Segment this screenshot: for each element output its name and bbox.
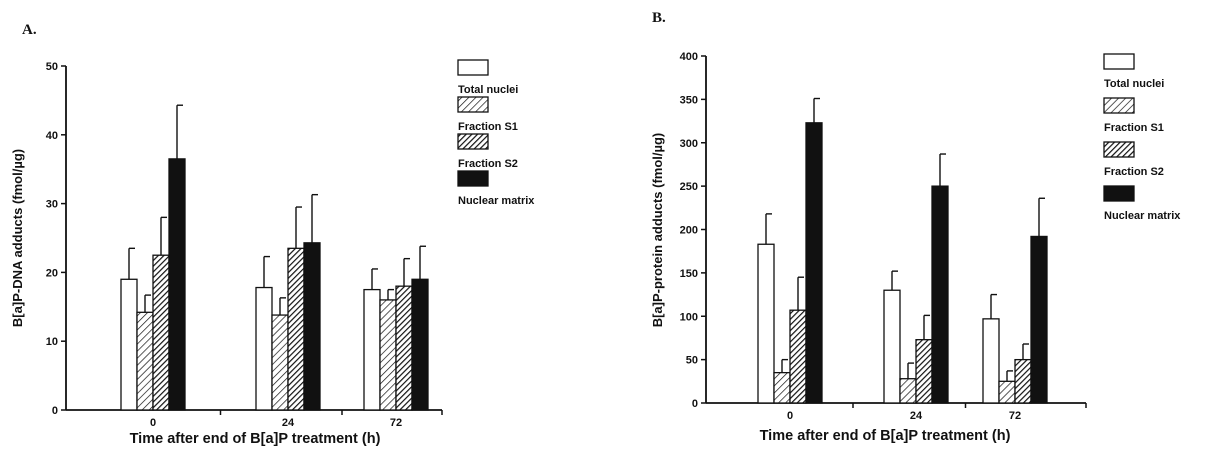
- bar: [931, 185, 949, 404]
- legend-label: Nuclear matrix: [1104, 210, 1181, 222]
- y-tick-label: 10: [46, 336, 58, 348]
- bar: [998, 380, 1016, 404]
- bar: [773, 371, 791, 404]
- legend-label: Fraction S1: [458, 121, 518, 133]
- bar: [271, 314, 289, 411]
- bar: [303, 242, 321, 411]
- bar: [136, 311, 154, 411]
- legend-swatch: [1103, 97, 1135, 114]
- y-tick-label: 400: [680, 51, 698, 63]
- x-tick-label: 0: [787, 410, 793, 422]
- bar: [120, 278, 138, 411]
- bar: [789, 309, 807, 404]
- bar: [915, 339, 933, 404]
- bar: [255, 286, 273, 411]
- bar: [152, 254, 170, 411]
- x-tick-label: 24: [910, 410, 923, 422]
- y-tick-label: 300: [680, 138, 698, 150]
- bar: [982, 318, 1000, 404]
- x-tick-label: 72: [390, 417, 402, 429]
- y-tick-label: 40: [46, 130, 58, 142]
- bar: [899, 378, 917, 404]
- x-axis-title: Time after end of B[a]P treatment (h): [760, 428, 1011, 444]
- y-tick-label: 0: [692, 398, 698, 410]
- y-tick-label: 30: [46, 199, 58, 211]
- legend-swatch: [1103, 53, 1135, 70]
- chart-b: 0 50 100 150 200 250 300 350 400 0 24 72 B[a]P-prote…: [650, 51, 1181, 444]
- y-axis-title: B[a]P-DNA adducts (fmol/µg): [10, 149, 25, 327]
- legend-label: Fraction S2: [458, 158, 518, 170]
- bar: [168, 158, 186, 411]
- legend-swatch: [457, 59, 489, 76]
- legend-label: Nuclear matrix: [458, 195, 535, 207]
- bar: [805, 122, 823, 404]
- y-tick-label: 100: [680, 311, 698, 323]
- legend: Total nuclei Fraction S1 Fraction S2 Nuclea…: [457, 59, 535, 207]
- legend-label: Total nuclei: [1104, 78, 1164, 90]
- x-tick-label: 24: [282, 417, 295, 429]
- bar: [883, 289, 901, 404]
- legend-label: Fraction S2: [1104, 166, 1164, 178]
- bar: [363, 288, 381, 411]
- y-tick-label: 200: [680, 225, 698, 237]
- y-tick-label: 350: [680, 94, 698, 106]
- x-tick-label: 72: [1009, 410, 1021, 422]
- panel-label-a: A.: [22, 22, 37, 38]
- bar: [379, 299, 397, 411]
- y-tick-label: 20: [46, 267, 58, 279]
- bar: [287, 247, 305, 411]
- bar: [1030, 235, 1048, 404]
- bar: [411, 278, 429, 411]
- y-tick-label: 0: [52, 405, 58, 417]
- y-tick-label: 150: [680, 268, 698, 280]
- legend-label: Total nuclei: [458, 84, 518, 96]
- legend-swatch: [457, 133, 489, 150]
- y-tick-label: 250: [680, 181, 698, 193]
- x-tick-label: 0: [150, 417, 156, 429]
- panel-label-b: B.: [652, 10, 666, 26]
- x-axis-title: Time after end of B[a]P treatment (h): [130, 431, 381, 447]
- y-axis-title: B[a]P-protein adducts (fmol/µg): [650, 133, 665, 328]
- legend-swatch: [457, 170, 489, 187]
- legend-swatch: [1103, 185, 1135, 202]
- bar: [395, 285, 413, 411]
- legend: Total nuclei Fraction S1 Fraction S2 Nuclea…: [1103, 53, 1181, 222]
- legend-swatch: [457, 96, 489, 113]
- legend-swatch: [1103, 141, 1135, 158]
- chart-a: 0 10 20 30 40 50 0 24 72 B[a]P-DNA adducts (fmol/…: [10, 59, 535, 447]
- y-tick-label: 50: [686, 355, 698, 367]
- bar: [1014, 358, 1032, 404]
- y-tick-label: 50: [46, 61, 58, 73]
- legend-label: Fraction S1: [1104, 122, 1164, 134]
- bar: [757, 243, 775, 404]
